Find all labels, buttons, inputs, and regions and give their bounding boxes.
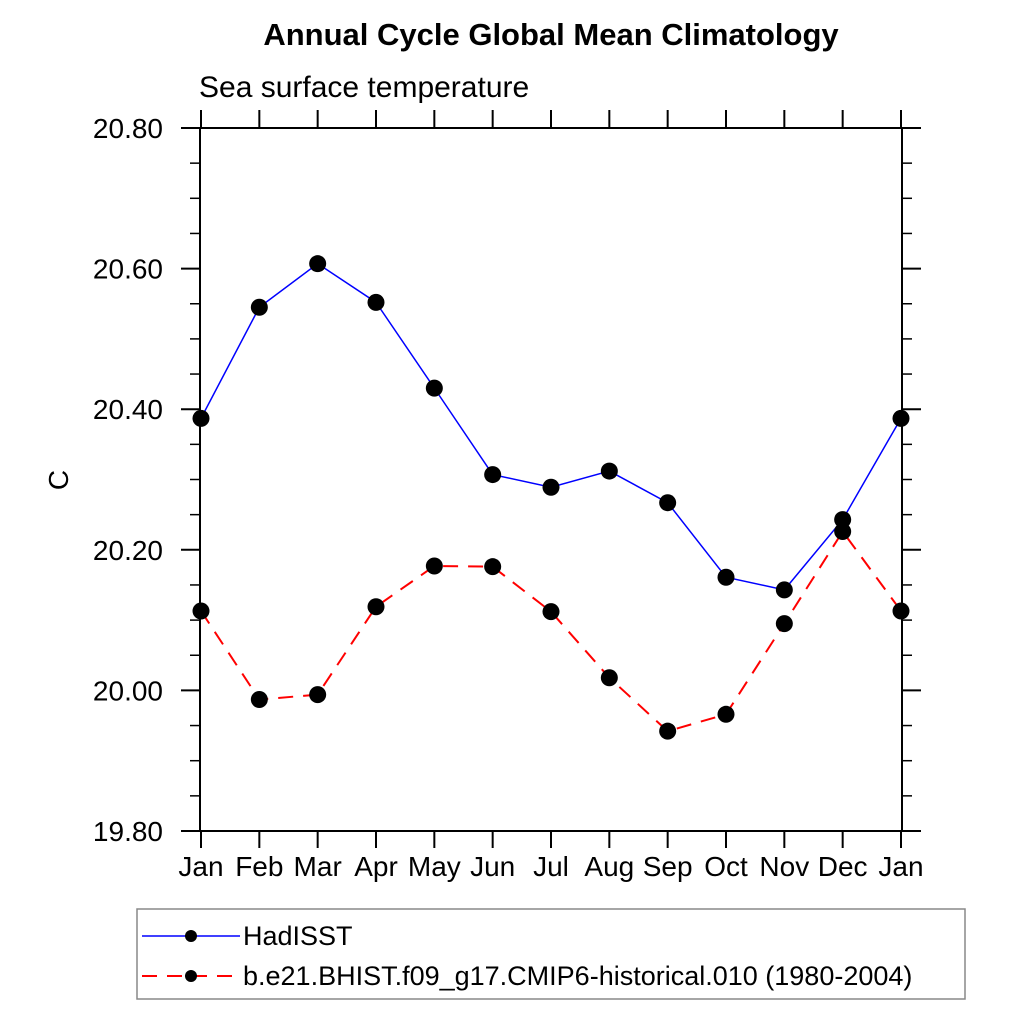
data-point-marker [600, 669, 618, 687]
legend: HadISST b.e21.BHIST.f09_g17.CMIP6-histori… [136, 908, 966, 1000]
data-point-marker [892, 602, 910, 620]
data-point-marker [542, 478, 560, 496]
data-point-marker [425, 379, 443, 397]
data-point-marker [309, 255, 327, 273]
chart-subtitle: Sea surface temperature [199, 71, 529, 104]
x-axis-ticks [200, 110, 902, 848]
data-series [192, 255, 910, 740]
data-point-marker [192, 602, 210, 620]
x-tick-label: Oct [704, 851, 748, 882]
data-point-marker [367, 293, 385, 311]
data-point-marker [425, 557, 443, 575]
data-point-marker [659, 494, 677, 512]
data-point-marker [192, 409, 210, 427]
data-point-marker [834, 511, 852, 529]
data-point-marker [717, 568, 735, 586]
legend-box [136, 908, 966, 1000]
data-point-marker [717, 705, 735, 723]
x-tick-label: Jun [470, 851, 515, 882]
data-point-marker [250, 691, 268, 709]
y-tick-label: 19.80 [93, 816, 163, 847]
y-tick-label: 20.20 [93, 535, 163, 566]
y-axis-label: C [43, 470, 74, 490]
series-line-0 [200, 262, 902, 591]
data-point-marker [775, 581, 793, 599]
data-point-marker [484, 558, 502, 576]
data-point-marker [484, 466, 502, 484]
x-tick-label: Feb [235, 851, 283, 882]
x-tick-label: Nov [759, 851, 809, 882]
x-axis-tick-labels: Jan Feb Mar Apr May Jun Jul Aug Sep Oct Nov Dec Jan [178, 851, 923, 882]
y-tick-label: 20.80 [93, 113, 163, 144]
x-tick-label: Jan [178, 851, 223, 882]
x-tick-label: May [408, 851, 461, 882]
data-point-marker [367, 598, 385, 616]
y-tick-label: 20.00 [93, 675, 163, 706]
data-point-marker [542, 603, 560, 621]
series-line-1 [200, 529, 902, 733]
x-tick-label: Jul [533, 851, 569, 882]
x-tick-label: Dec [818, 851, 868, 882]
y-tick-label: 20.40 [93, 394, 163, 425]
y-axis-tick-labels: 19.80 20.00 20.20 20.40 20.60 20.80 [93, 113, 163, 847]
x-tick-label: Mar [294, 851, 342, 882]
data-point-marker [250, 298, 268, 316]
x-tick-label: Apr [354, 851, 398, 882]
x-tick-label: Jan [878, 851, 923, 882]
data-point-marker [659, 722, 677, 740]
data-point-marker [775, 615, 793, 633]
x-tick-label: Sep [643, 851, 693, 882]
legend-marker-0 [185, 930, 197, 942]
data-point-marker [892, 409, 910, 427]
chart-title: Annual Cycle Global Mean Climatology [263, 17, 839, 52]
x-tick-label: Aug [584, 851, 634, 882]
y-axis-ticks [181, 127, 921, 832]
legend-marker-1 [185, 970, 197, 982]
legend-label-1: b.e21.BHIST.f09_g17.CMIP6-historical.010… [243, 961, 912, 991]
legend-label-0: HadISST [243, 921, 353, 951]
y-tick-label: 20.60 [93, 254, 163, 285]
data-point-marker [834, 523, 852, 541]
data-point-marker [600, 462, 618, 480]
data-point-marker [309, 686, 327, 704]
